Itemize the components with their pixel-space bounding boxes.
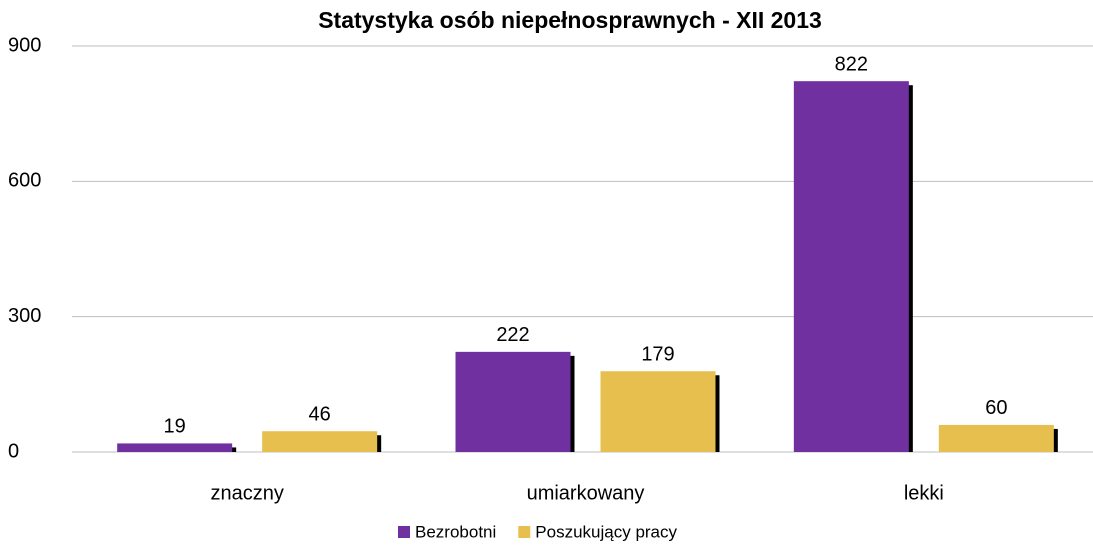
data-label: 60 [985, 397, 1007, 419]
bar [262, 431, 378, 452]
legend-swatch [398, 526, 410, 538]
x-tick-label: znaczny [210, 482, 283, 504]
x-tick-label: umiarkowany [527, 482, 645, 504]
bar [455, 351, 571, 452]
y-tick-label: 300 [8, 305, 41, 327]
x-tick-label: lekki [904, 482, 944, 504]
legend-swatch [518, 526, 531, 538]
y-tick-label: 600 [8, 170, 41, 192]
data-label: 822 [835, 53, 868, 75]
y-tick-label: 0 [8, 440, 19, 462]
legend-label: Poszukujący pracy [535, 522, 677, 541]
chart-title: Statystyka osób niepełnosprawnych - XII … [318, 7, 822, 33]
legend-label: Bezrobotni [415, 522, 496, 541]
bar [600, 371, 716, 452]
data-label: 46 [309, 404, 331, 426]
bar [793, 81, 909, 452]
y-tick-label: 900 [8, 34, 41, 56]
data-label: 222 [496, 324, 529, 346]
bar [938, 424, 1054, 452]
data-label: 179 [641, 344, 674, 366]
data-label: 19 [164, 416, 186, 438]
bar [117, 443, 233, 452]
